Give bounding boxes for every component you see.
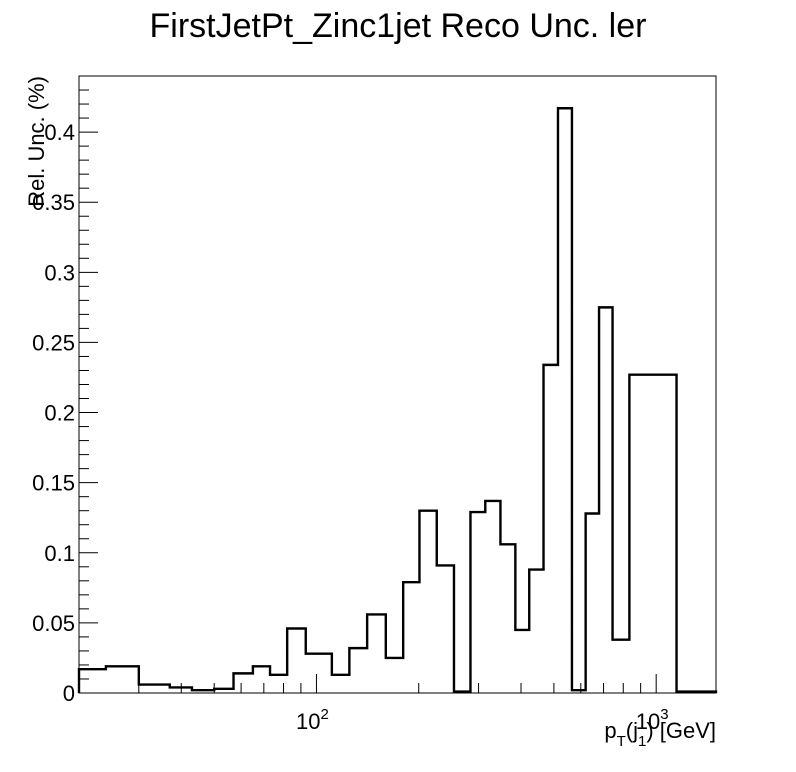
histogram-bar (515, 630, 529, 693)
histogram-bar (629, 375, 676, 693)
histogram-bar (613, 640, 630, 693)
y-tick-label: 0.2 (44, 401, 75, 426)
histogram-bar (544, 365, 558, 693)
y-tick-label: 0.35 (32, 190, 75, 215)
y-axis-label: Rel. Unc. (%) (24, 76, 49, 207)
y-tick-label: 0.4 (44, 120, 75, 145)
x-axis-label-sub2: 1 (638, 733, 646, 750)
histogram-bar (306, 654, 332, 693)
histogram-bar (106, 666, 139, 693)
histogram-bar (529, 570, 543, 693)
x-tick-label: 103 (636, 706, 669, 734)
y-tick-label: 0.25 (32, 330, 75, 355)
x-tick-label: 102 (296, 706, 329, 734)
y-tick-label: 0.05 (32, 611, 75, 636)
y-axis: 0 0.05 0.1 0.15 0.2 0.25 0.3 0.35 0.4 (32, 75, 98, 706)
histogram-bar (500, 544, 515, 693)
histogram-bar (367, 614, 386, 693)
x-axis: 102 103 (78, 674, 669, 734)
y-tick-label: 0.1 (44, 541, 75, 566)
histogram-bar (403, 582, 419, 693)
histogram-bar (332, 675, 350, 693)
histogram-bar (558, 108, 572, 693)
histogram-bar (599, 307, 612, 693)
histogram-bar (470, 512, 485, 693)
histogram-bar (586, 514, 599, 693)
histogram-bar (485, 501, 500, 693)
x-axis-label: pT(j1) [GeV] (604, 718, 716, 750)
histogram-bar (349, 648, 367, 693)
histogram-bar (79, 669, 106, 693)
histogram-bar (270, 675, 287, 693)
chart-title: FirstJetPt_Zinc1jet Reco Unc. ler (150, 7, 647, 45)
x-axis-label-sub1: T (617, 733, 626, 750)
histogram-bins (79, 108, 716, 693)
y-tick-label: 0 (63, 681, 75, 706)
plot-frame (78, 75, 717, 694)
histogram-outline (77, 107, 718, 693)
histogram-bar (437, 565, 454, 693)
y-tick-label: 0.3 (44, 260, 75, 285)
histogram-bar (287, 628, 306, 693)
y-tick-label: 0.15 (32, 471, 75, 496)
x-axis-label-base: p (604, 718, 616, 743)
histogram-bar (419, 511, 436, 693)
histogram-bar (234, 673, 253, 693)
histogram-bar (386, 658, 403, 693)
x-axis-label-mid: (j (626, 718, 638, 743)
histogram-bar (253, 666, 270, 693)
x-axis-label-end: ) [GeV] (646, 718, 716, 743)
histogram-bar (139, 685, 170, 693)
